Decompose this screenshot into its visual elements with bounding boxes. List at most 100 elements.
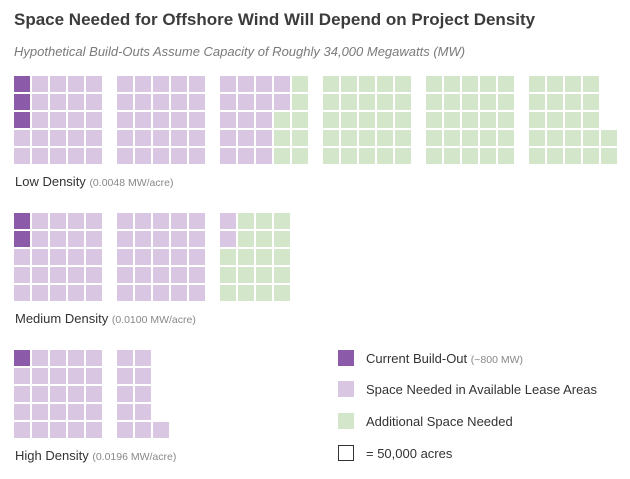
waffle-cell-available xyxy=(117,285,133,301)
waffle-cell-available xyxy=(50,94,66,110)
waffle-cell-available xyxy=(220,112,236,128)
waffle-cell-available xyxy=(68,94,84,110)
waffle-cell-available xyxy=(86,76,102,92)
waffle-cell-available xyxy=(32,368,48,384)
waffle-cell-available xyxy=(50,386,66,402)
waffle-cell-additional xyxy=(498,148,514,164)
waffle-cell-additional xyxy=(462,130,478,146)
waffle-cell-additional xyxy=(359,76,375,92)
waffle-cell-available xyxy=(32,148,48,164)
waffle-cell-available xyxy=(171,130,187,146)
waffle-cell-available xyxy=(117,404,133,420)
waffle-cell-available xyxy=(135,76,151,92)
waffle-cell-available xyxy=(32,404,48,420)
waffle-cell-additional xyxy=(274,148,290,164)
waffle-cell-available xyxy=(68,285,84,301)
waffle-cell-available xyxy=(68,112,84,128)
waffle-cell-additional xyxy=(444,76,460,92)
waffle-cell-available xyxy=(135,386,151,402)
waffle-cell-additional xyxy=(565,130,581,146)
waffle-cell-available xyxy=(50,213,66,229)
waffle-cell-available xyxy=(238,94,254,110)
waffle-cell-available xyxy=(14,404,30,420)
legend-swatch-additional xyxy=(338,413,354,429)
waffle-cell-available xyxy=(86,267,102,283)
waffle-cell-additional xyxy=(462,112,478,128)
legend-note: (~800 MW) xyxy=(470,353,523,366)
waffle-cell-available xyxy=(189,285,205,301)
waffle-cell-additional xyxy=(238,285,254,301)
waffle-cell-additional xyxy=(444,130,460,146)
waffle-cell-additional xyxy=(341,148,357,164)
waffle-cell-additional xyxy=(426,148,442,164)
waffle-cell-available xyxy=(86,94,102,110)
waffle-cell-available xyxy=(238,76,254,92)
group-label-medium-density: Medium Density (0.0100 MW/acre) xyxy=(15,311,196,326)
waffle-cell-available xyxy=(274,76,290,92)
waffle-cell-available xyxy=(50,231,66,247)
waffle-cell-available xyxy=(135,422,151,438)
waffle-cell-additional xyxy=(341,94,357,110)
waffle-cell-available xyxy=(50,112,66,128)
waffle-cell-additional xyxy=(565,148,581,164)
waffle-cell-available xyxy=(86,112,102,128)
waffle-cell-additional xyxy=(323,148,339,164)
legend-swatch-unit xyxy=(338,445,354,461)
waffle-cell-additional xyxy=(238,231,254,247)
waffle-cell-available xyxy=(32,350,48,366)
waffle-cell-additional xyxy=(426,94,442,110)
waffle-cell-additional xyxy=(444,94,460,110)
waffle-cell-additional xyxy=(274,231,290,247)
waffle-cell-additional xyxy=(292,130,308,146)
waffle-cell-available xyxy=(171,267,187,283)
legend-item-unit: = 50,000 acres xyxy=(338,444,452,462)
waffle-cell-available xyxy=(274,94,290,110)
waffle-cell-additional xyxy=(426,130,442,146)
waffle-cell-available xyxy=(86,404,102,420)
legend-item-current: Current Build-Out (~800 MW) xyxy=(338,349,523,367)
group-label-high-density: High Density (0.0196 MW/acre) xyxy=(15,448,176,463)
waffle-cell-available xyxy=(32,112,48,128)
waffle-cell-available xyxy=(238,112,254,128)
waffle-cell-additional xyxy=(547,76,563,92)
waffle-cell-available xyxy=(171,213,187,229)
group-density: (0.0100 MW/acre) xyxy=(111,314,196,326)
waffle-cell-available xyxy=(50,285,66,301)
waffle-cell-additional xyxy=(601,130,617,146)
waffle-cell-current xyxy=(14,213,30,229)
waffle-cell-available xyxy=(135,213,151,229)
waffle-cell-available xyxy=(50,148,66,164)
waffle-cell-additional xyxy=(480,94,496,110)
waffle-cell-available xyxy=(135,350,151,366)
legend-swatch-current xyxy=(338,350,354,366)
waffle-cell-additional xyxy=(323,76,339,92)
waffle-cell-additional xyxy=(323,112,339,128)
waffle-cell-additional xyxy=(395,148,411,164)
waffle-cell-additional xyxy=(377,148,393,164)
waffle-cell-additional xyxy=(292,148,308,164)
waffle-cell-available xyxy=(50,130,66,146)
waffle-cell-available xyxy=(117,422,133,438)
waffle-cell-available xyxy=(238,148,254,164)
legend-label: = 50,000 acres xyxy=(366,445,453,461)
waffle-cell-additional xyxy=(274,249,290,265)
waffle-cell-available xyxy=(189,76,205,92)
waffle-cell-available xyxy=(50,249,66,265)
group-label-low-density: Low Density (0.0048 MW/acre) xyxy=(15,174,173,189)
waffle-cell-available xyxy=(14,285,30,301)
waffle-cell-available xyxy=(171,148,187,164)
waffle-cell-available xyxy=(153,76,169,92)
waffle-cell-available xyxy=(32,285,48,301)
waffle-cell-available xyxy=(32,267,48,283)
waffle-cell-available xyxy=(220,76,236,92)
legend-item-additional: Additional Space Needed xyxy=(338,412,513,430)
group-density: (0.0196 MW/acre) xyxy=(92,451,177,463)
waffle-cell-additional xyxy=(292,94,308,110)
waffle-cell-available xyxy=(14,249,30,265)
waffle-cell-available xyxy=(32,130,48,146)
waffle-cell-additional xyxy=(359,148,375,164)
waffle-cell-additional xyxy=(498,94,514,110)
waffle-cell-available xyxy=(189,249,205,265)
waffle-cell-available xyxy=(14,267,30,283)
waffle-cell-additional xyxy=(323,94,339,110)
